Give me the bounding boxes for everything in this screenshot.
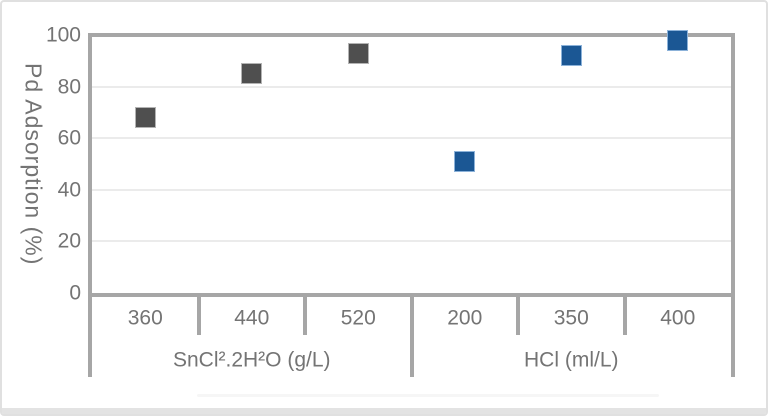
data-marker-520 — [348, 43, 369, 64]
x-tick-label-200: 200 — [447, 306, 483, 330]
y-tick-label-20: 20 — [57, 229, 81, 253]
data-marker-350 — [561, 45, 582, 66]
data-marker-200 — [454, 151, 475, 172]
gridline-60 — [92, 137, 731, 140]
x-axis-line — [88, 293, 735, 297]
y-tick-label-0: 0 — [69, 281, 81, 305]
bottom-faint-line — [197, 394, 659, 397]
y-axis-title-wrap: Pd Adsorption (%) — [14, 33, 52, 295]
x-tick-label-440: 440 — [234, 306, 270, 330]
plot-border-left — [88, 33, 92, 377]
x-tick-label-520: 520 — [340, 306, 376, 330]
data-marker-400 — [667, 30, 688, 51]
plot-border-right — [731, 33, 735, 377]
x-axis-group-label-1: HCl (ml/L) — [524, 348, 619, 372]
gridline-20 — [92, 240, 731, 243]
gridline-80 — [92, 85, 731, 88]
x-axis-group-divider — [409, 297, 414, 377]
x-axis-category-divider-4 — [516, 297, 520, 335]
data-marker-440 — [241, 63, 262, 84]
y-tick-label-100: 100 — [45, 23, 81, 47]
x-axis-category-divider-5 — [622, 297, 627, 335]
x-axis-category-divider-1 — [196, 297, 201, 335]
y-tick-label-40: 40 — [57, 178, 81, 202]
gridline-40 — [92, 188, 731, 191]
bottom-strip — [2, 408, 766, 414]
y-tick-label-80: 80 — [57, 75, 81, 99]
x-axis-category-divider-2 — [303, 297, 307, 335]
data-marker-360 — [135, 107, 156, 128]
x-tick-label-360: 360 — [127, 306, 163, 330]
x-tick-label-350: 350 — [553, 306, 589, 330]
x-tick-label-400: 400 — [660, 306, 696, 330]
x-axis-group-label-0: SnCl².2H²O (g/L) — [172, 348, 331, 372]
y-axis-title: Pd Adsorption (%) — [20, 62, 47, 266]
plot-border-top — [88, 33, 735, 37]
y-tick-label-60: 60 — [57, 126, 81, 150]
